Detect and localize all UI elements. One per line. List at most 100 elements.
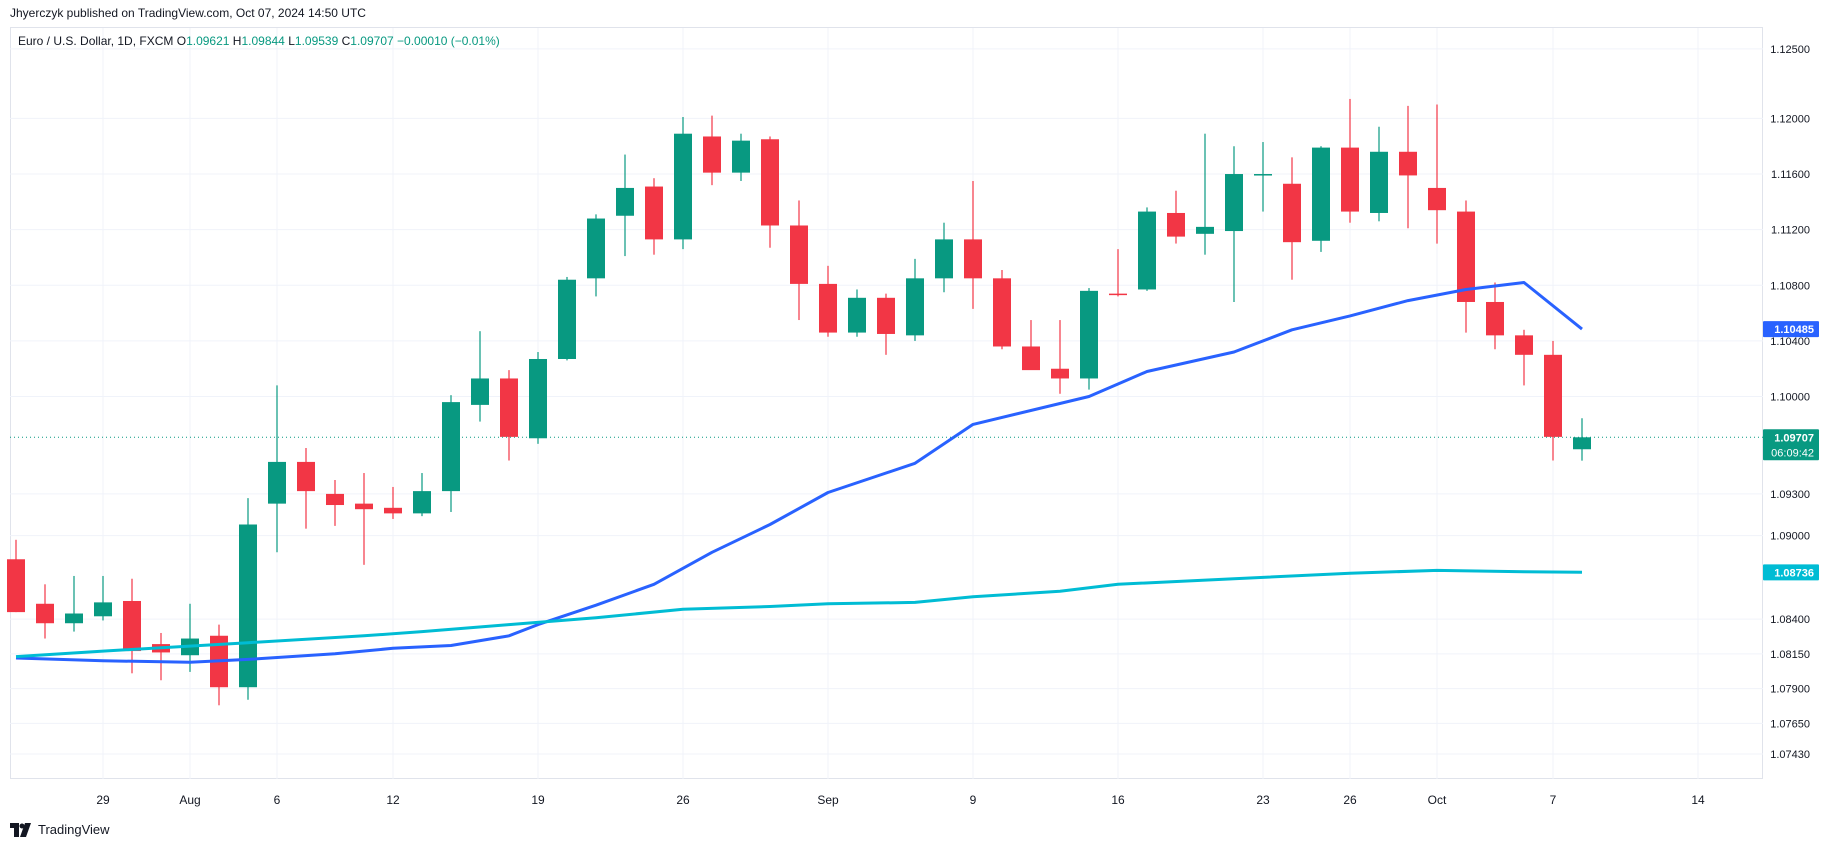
candle-body xyxy=(587,218,605,279)
candle-body xyxy=(732,140,750,173)
candle-body xyxy=(1573,437,1591,450)
candle xyxy=(384,486,402,519)
candle xyxy=(36,584,54,639)
ma-cyan-price-label: 1.08736 xyxy=(1763,564,1819,581)
price-label-text: 1.10485 xyxy=(1774,324,1814,336)
footer-brand[interactable]: TradingView xyxy=(10,822,110,837)
ohlc-legend: Euro / U.S. Dollar, 1D, FXCM O1.09621 H1… xyxy=(18,34,500,48)
candle xyxy=(790,200,808,321)
candle-body xyxy=(1022,346,1040,371)
x-tick-label: Oct xyxy=(1428,793,1447,807)
candle-body xyxy=(906,278,924,336)
candle-body xyxy=(790,225,808,284)
candle xyxy=(65,575,83,632)
candles xyxy=(7,98,1591,706)
candle-body xyxy=(964,239,982,279)
candle xyxy=(1254,142,1272,212)
candle-body xyxy=(239,524,257,688)
candle-body xyxy=(355,503,373,510)
candle-body xyxy=(123,600,141,652)
y-axis-labels: 1.12500 1.12000 1.11600 1.11200 1.10800 1.104… xyxy=(1770,44,1810,761)
candle xyxy=(1515,329,1533,386)
x-tick-label: 16 xyxy=(1111,793,1125,807)
candle xyxy=(848,289,866,337)
candle-body xyxy=(471,378,489,405)
ma-blue-price-label: 1.10485 xyxy=(1763,321,1819,338)
x-tick-label: 23 xyxy=(1256,793,1270,807)
moving-average-line-blue xyxy=(15,281,1583,664)
candle-body xyxy=(1341,147,1359,212)
candle xyxy=(732,133,750,181)
candle xyxy=(500,370,518,461)
candle-body xyxy=(36,603,54,624)
candle xyxy=(1022,320,1040,371)
candle-body xyxy=(993,278,1011,347)
candle-body xyxy=(1109,293,1127,296)
candle-body xyxy=(1428,187,1446,211)
candle-body xyxy=(935,239,953,279)
y-tick-label: 1.10400 xyxy=(1770,336,1810,348)
candle xyxy=(1428,104,1446,244)
candle-body xyxy=(1457,211,1475,302)
last-price-value: 1.09707 xyxy=(1774,432,1814,444)
open-value: 1.09621 xyxy=(186,34,230,48)
tradingview-logo-icon xyxy=(10,822,31,837)
candle xyxy=(558,276,576,361)
candle xyxy=(1109,249,1127,297)
candle xyxy=(7,539,25,613)
candle xyxy=(210,624,228,706)
candle-body xyxy=(1370,151,1388,213)
candle-body xyxy=(703,136,721,173)
y-tick-label: 1.07430 xyxy=(1770,749,1810,761)
candle xyxy=(1138,207,1156,291)
x-tick-label: Sep xyxy=(817,793,839,807)
x-tick-label: 12 xyxy=(386,793,400,807)
x-tick-label: 26 xyxy=(676,793,690,807)
candle xyxy=(819,265,837,337)
candle xyxy=(877,293,895,355)
y-tick-label: 1.07900 xyxy=(1770,684,1810,696)
candle xyxy=(1283,157,1301,280)
candle xyxy=(1341,98,1359,223)
candle xyxy=(993,269,1011,350)
candle xyxy=(1486,282,1504,350)
candle-body xyxy=(819,283,837,333)
candle-body xyxy=(645,186,663,240)
candle xyxy=(1544,340,1562,461)
candle-body xyxy=(674,133,692,240)
x-tick-label: 19 xyxy=(531,793,545,807)
candle-body xyxy=(1196,226,1214,234)
y-tick-label: 1.08150 xyxy=(1770,649,1810,661)
y-tick-label: 1.11200 xyxy=(1771,225,1810,237)
y-tick-label: 1.10800 xyxy=(1770,280,1810,292)
candle-body xyxy=(1486,301,1504,336)
last-price-label: 1.09707 06:09:42 xyxy=(1763,429,1819,461)
high-label: H xyxy=(232,34,242,48)
y-tick-label: 1.09000 xyxy=(1770,531,1810,543)
candle-body xyxy=(7,559,25,613)
low-value: 1.09539 xyxy=(294,34,339,48)
candle xyxy=(1312,146,1330,252)
candle xyxy=(123,578,141,674)
candle-body xyxy=(1225,174,1243,232)
candle-body xyxy=(1051,368,1069,379)
candle-body xyxy=(761,139,779,226)
candle xyxy=(1225,146,1243,302)
x-tick-label: Aug xyxy=(179,793,200,807)
y-tick-label: 1.09300 xyxy=(1770,489,1810,501)
candle-body xyxy=(1254,174,1272,176)
y-tick-label: 1.11600 xyxy=(1771,169,1810,181)
candle xyxy=(413,473,431,517)
candle xyxy=(1399,105,1417,229)
low-label: L xyxy=(288,34,295,48)
candle xyxy=(674,117,692,250)
y-tick-label: 1.12500 xyxy=(1770,44,1810,56)
candle xyxy=(268,385,286,553)
candle-body xyxy=(326,493,344,506)
candle xyxy=(1370,126,1388,222)
brand-name: TradingView xyxy=(38,822,110,837)
candle xyxy=(1080,288,1098,390)
candle-body xyxy=(65,613,83,624)
candle-body xyxy=(1312,147,1330,241)
